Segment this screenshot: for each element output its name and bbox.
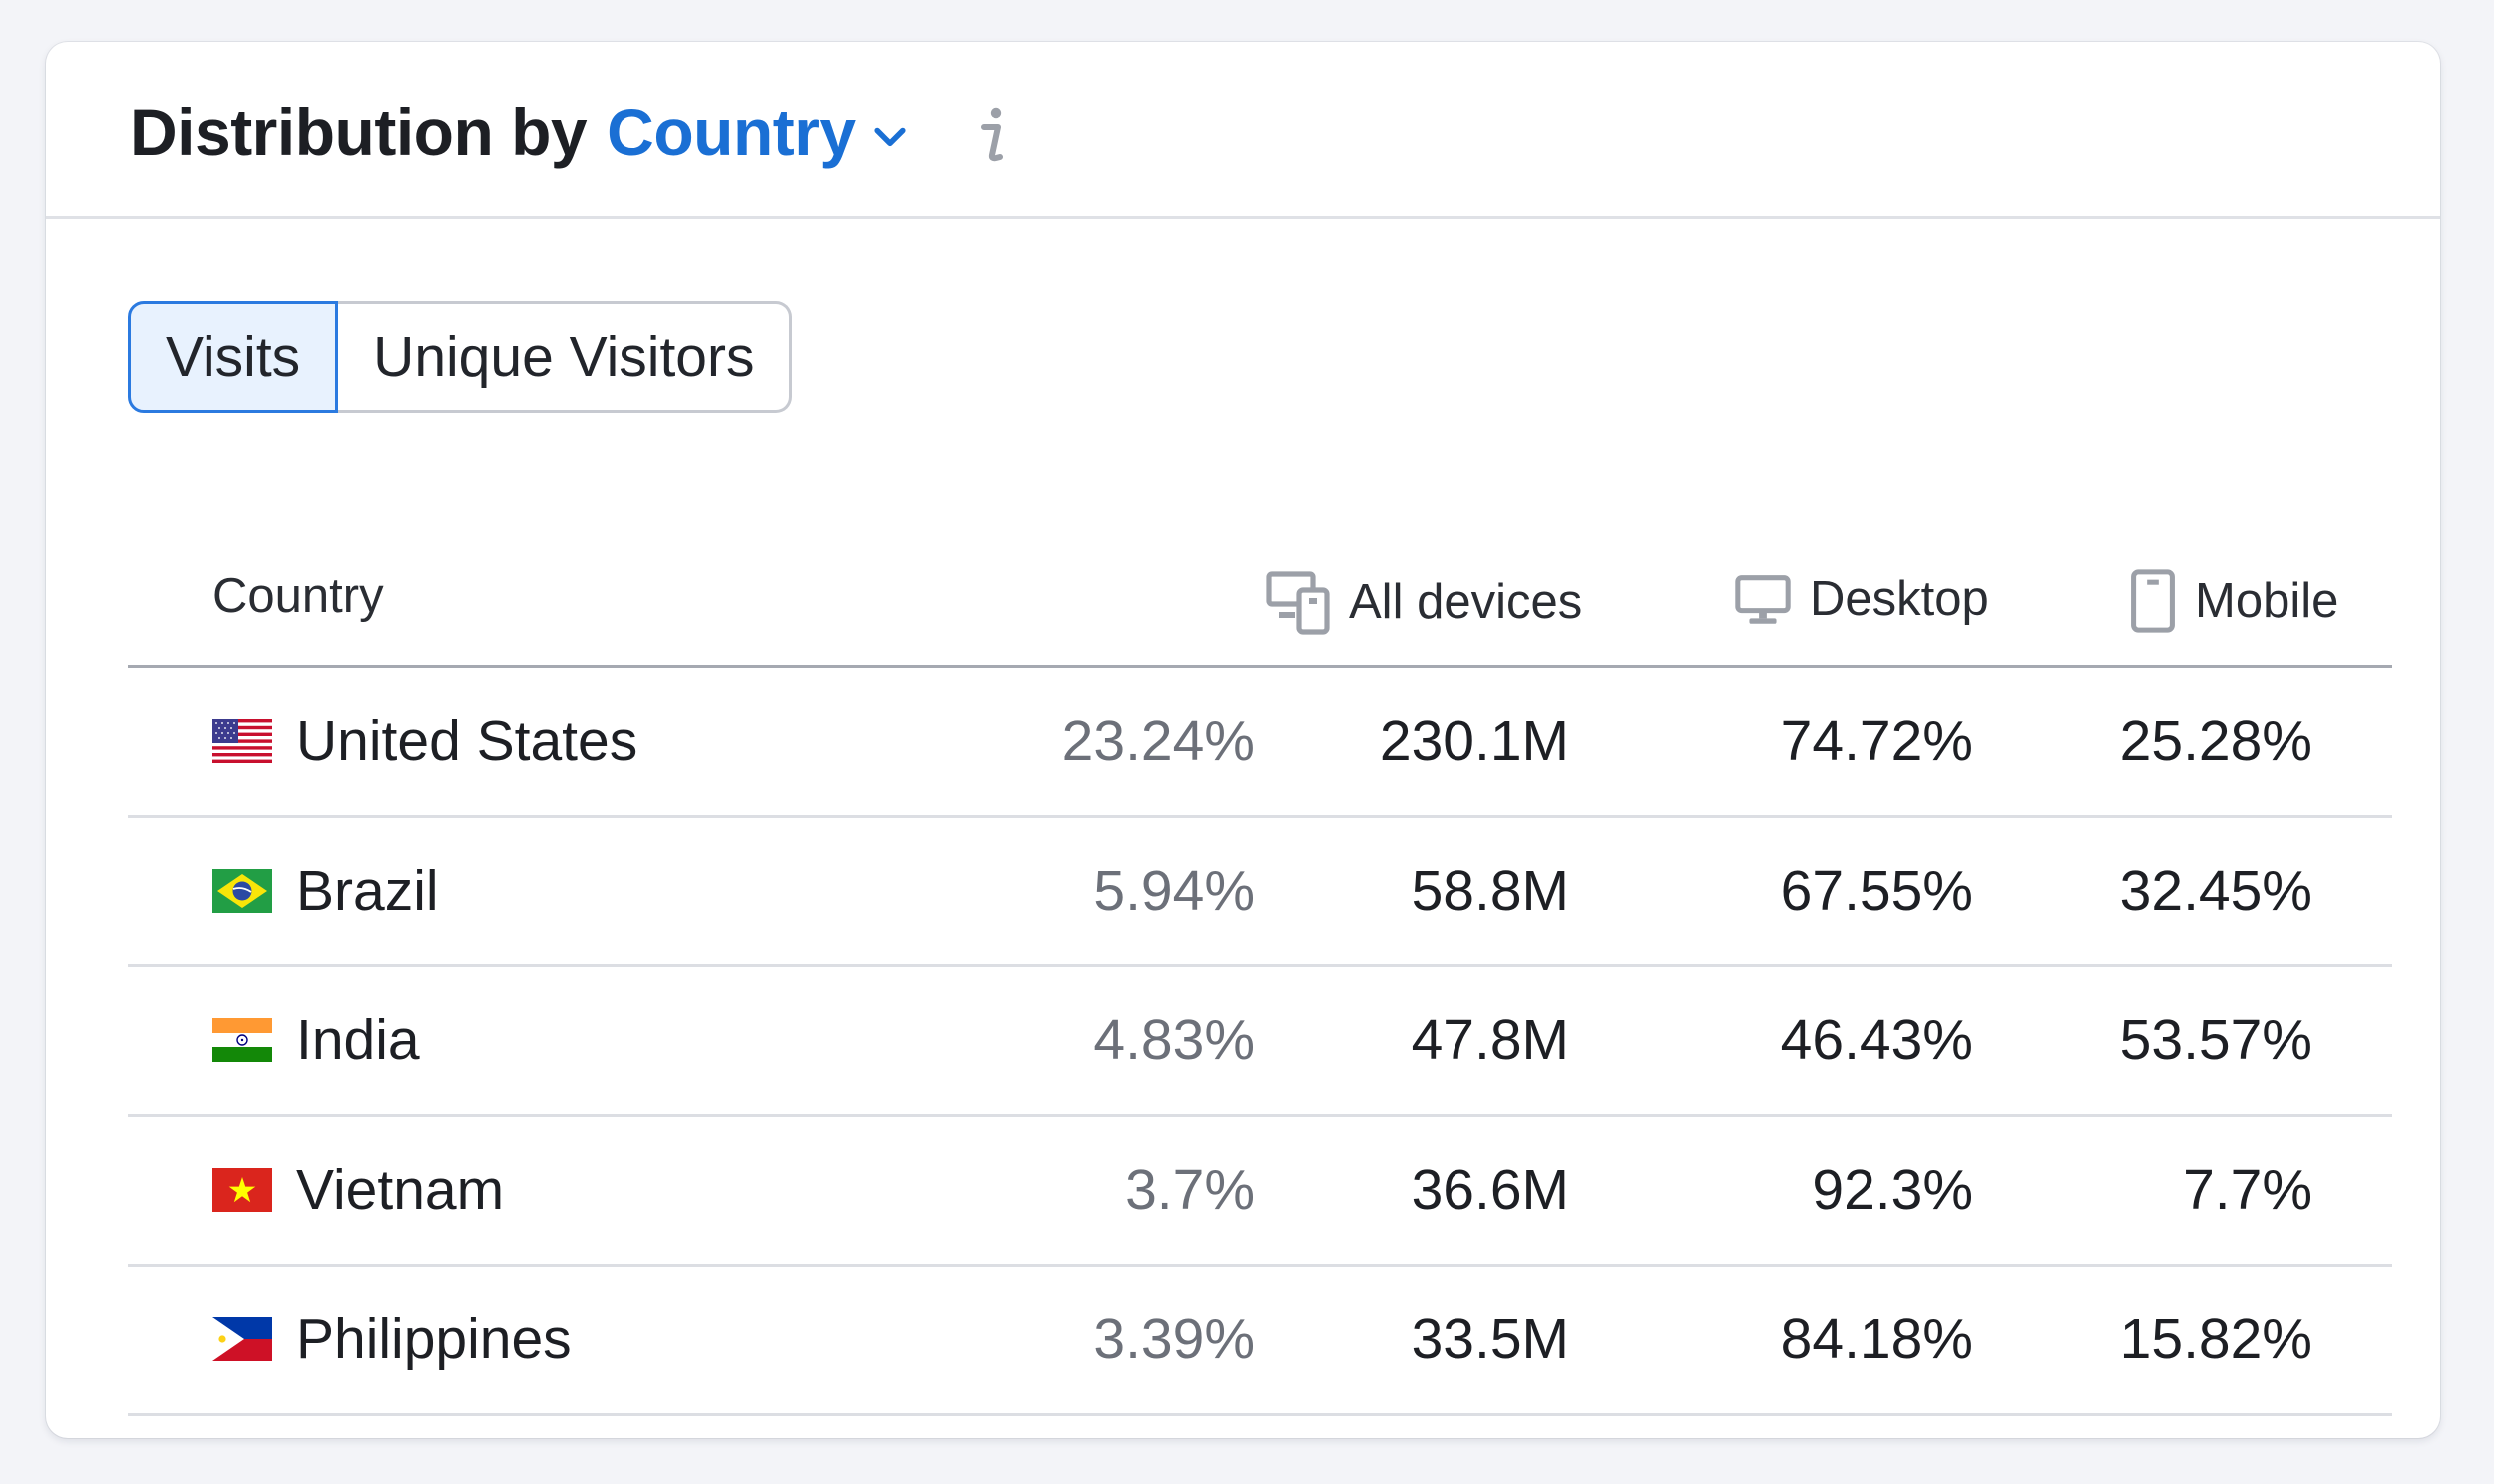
table-row: Philippines 3.39% 33.5M 84.18% 15.82% (128, 1267, 2392, 1416)
info-icon[interactable] (972, 103, 1012, 167)
share-value: 23.24% (1061, 709, 1255, 773)
table-row: Brazil 5.94% 58.8M 67.55% 32.45% (128, 818, 2392, 967)
desktop-value: 92.3% (1812, 1158, 1973, 1222)
share-value: 4.83% (1093, 1008, 1255, 1072)
share-value: 3.39% (1093, 1307, 1255, 1371)
dimension-selector[interactable]: Country (607, 94, 911, 170)
india-flag-icon (212, 1018, 272, 1062)
vietnam-flag-icon (212, 1168, 272, 1212)
country-name[interactable]: Vietnam (296, 1158, 505, 1222)
country-header-label: Country (212, 569, 384, 623)
all-devices-value: 230.1M (1379, 709, 1569, 773)
mobile-value: 7.7% (2183, 1158, 2312, 1222)
mobile-value: 32.45% (2119, 859, 2312, 923)
mobile-column-header[interactable]: Mobile (2127, 568, 2338, 634)
all-devices-value: 36.6M (1411, 1158, 1569, 1222)
table-header: Country All devices Desktop (128, 521, 2392, 668)
all-devices-column-header[interactable]: All devices (1265, 568, 1582, 636)
table-row: India 4.83% 47.8M 46.43% 53.57% (128, 967, 2392, 1117)
desktop-icon (1735, 575, 1791, 624)
distribution-card: Distribution by Country Visits Unique Vi… (46, 42, 2440, 1438)
dimension-label: Country (607, 95, 856, 169)
country-cell: Vietnam (212, 1157, 504, 1223)
mobile-value: 25.28% (2119, 709, 2312, 773)
country-name[interactable]: United States (296, 709, 638, 773)
card-header: Distribution by Country (46, 42, 2440, 219)
country-column-header[interactable]: Country (212, 568, 384, 624)
country-cell: Brazil (212, 858, 439, 924)
philippines-flag-icon (212, 1317, 272, 1361)
country-name[interactable]: Philippines (296, 1307, 572, 1371)
desktop-value: 74.72% (1780, 709, 1973, 773)
share-value: 5.94% (1093, 859, 1255, 923)
desktop-column-header[interactable]: Desktop (1732, 568, 1989, 630)
desktop-value: 46.43% (1780, 1008, 1973, 1072)
country-cell: United States (212, 708, 637, 774)
card-title: Distribution by Country (130, 94, 1012, 170)
all-devices-value: 58.8M (1411, 859, 1569, 923)
all-devices-header-label: All devices (1349, 575, 1583, 629)
share-value: 3.7% (1125, 1158, 1255, 1222)
mobile-value: 15.82% (2119, 1307, 2312, 1371)
country-table: Country All devices Desktop (128, 521, 2392, 1416)
country-name[interactable]: India (296, 1008, 420, 1072)
desktop-header-label: Desktop (1810, 572, 1989, 626)
title-prefix: Distribution by (130, 95, 588, 169)
table-row: Vietnam 3.7% 36.6M 92.3% 7.7% (128, 1117, 2392, 1267)
mobile-value: 53.57% (2119, 1008, 2312, 1072)
all-devices-value: 47.8M (1411, 1008, 1569, 1072)
desktop-value: 84.18% (1780, 1307, 1973, 1371)
table-row: United States 23.24% 230.1M 74.72% 25.28… (128, 668, 2392, 818)
visits-tab[interactable]: Visits (128, 301, 339, 413)
mobile-header-label: Mobile (2195, 574, 2339, 628)
all-devices-value: 33.5M (1411, 1307, 1569, 1371)
country-name[interactable]: Brazil (296, 859, 439, 923)
unique-visitors-tab[interactable]: Unique Visitors (338, 301, 793, 413)
country-cell: India (212, 1007, 420, 1073)
us-flag-icon (212, 719, 272, 763)
mobile-icon (2131, 569, 2175, 633)
metric-toggle: Visits Unique Visitors (128, 301, 793, 413)
brazil-flag-icon (212, 869, 272, 913)
country-cell: Philippines (212, 1306, 572, 1372)
desktop-value: 67.55% (1780, 859, 1973, 923)
chevron-down-icon (874, 127, 906, 147)
all-devices-icon (1266, 571, 1330, 635)
